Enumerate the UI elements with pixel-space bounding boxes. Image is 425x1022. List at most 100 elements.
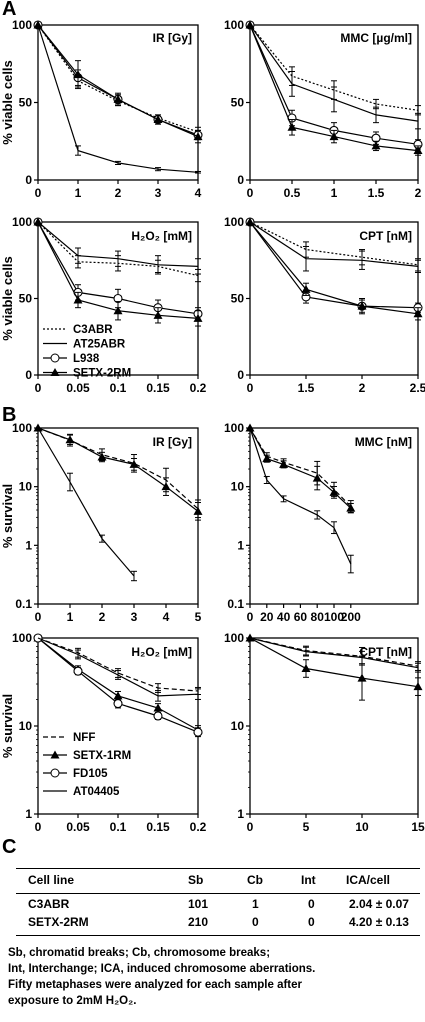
data-point-triangle — [357, 673, 367, 682]
y-tick-label: 50 — [231, 292, 245, 306]
panel-label-c: C — [2, 836, 17, 858]
x-tick-label: 3 — [131, 610, 138, 624]
x-tick-label: 2 — [99, 610, 106, 624]
data-point-circle — [73, 666, 83, 676]
data-point-triangle — [262, 454, 272, 463]
x-tick-label: 0.1 — [110, 381, 127, 395]
y-tick-label: 100 — [224, 215, 244, 229]
data-point-triangle — [113, 94, 123, 103]
x-tick-label: 0.05 — [66, 381, 90, 395]
legend-b-label: NFF — [73, 732, 95, 744]
y-tick-label: 0 — [25, 173, 32, 187]
data-point-triangle — [33, 423, 43, 432]
y-tick-label: 10 — [231, 719, 245, 733]
y-tick-label: 0 — [237, 173, 244, 187]
series-line-setx-2rm — [249, 221, 419, 315]
y-tick-label: 100 — [224, 631, 244, 645]
data-point-triangle — [33, 20, 43, 29]
y-tick-label: 0 — [25, 368, 32, 382]
data-point-circle — [153, 711, 163, 721]
cell: 210 — [188, 915, 209, 929]
x-tick-label: 20 — [260, 610, 274, 624]
chart-title: H₂O₂ [mM] — [131, 645, 192, 659]
cell: SETX-2RM — [28, 915, 89, 929]
table-row: C3ABR 101 1 0 2.04 ± 0.07 — [0, 897, 425, 915]
data-point-triangle — [33, 217, 43, 226]
col-sb: Sb — [188, 873, 204, 887]
plot-frame — [249, 221, 419, 376]
y-tick-label: 50 — [19, 292, 33, 306]
x-tick-label: 2.5 — [410, 381, 425, 395]
col-cell-line: Cell line — [28, 873, 75, 887]
series-line-setx-1rm — [37, 427, 199, 512]
y-tick-label: 1 — [237, 538, 244, 552]
y-tick-label: 100 — [12, 631, 32, 645]
series-line-at04405 — [249, 637, 419, 669]
plot-frame — [249, 637, 419, 815]
chart-title: CPT [nM] — [359, 645, 412, 659]
y-tick-label: 0 — [237, 368, 244, 382]
cell: 0 — [252, 915, 259, 929]
footnote-line: Fifty metaphases were analyzed for each … — [8, 979, 303, 991]
series-line-l938 — [249, 221, 419, 309]
x-tick-label: 100 — [324, 610, 344, 624]
x-tick-label: 0.15 — [146, 381, 170, 395]
data-point-triangle — [153, 115, 163, 124]
x-tick-label: 5 — [303, 820, 310, 834]
x-tick-label: 0 — [35, 820, 42, 834]
y-tick-label: 1 — [237, 807, 244, 821]
legend-a-label: C3ABR — [73, 324, 113, 336]
table-top-rule — [16, 868, 420, 869]
x-tick-label: 40 — [277, 610, 291, 624]
table-header-rule — [16, 893, 420, 894]
y-tick-label: 1 — [25, 807, 32, 821]
legend-a-label: AT25ABR — [73, 339, 126, 351]
y-axis-label: % survival — [0, 484, 15, 548]
data-point-triangle — [329, 487, 339, 496]
x-tick-label: 0 — [247, 381, 254, 395]
table-bottom-rule — [16, 935, 420, 936]
legend-b-marker — [50, 768, 60, 778]
x-tick-label: 1 — [67, 610, 74, 624]
data-point-triangle — [193, 132, 203, 141]
legend-b-label: SETX-1RM — [73, 750, 131, 762]
x-tick-label: 2 — [115, 186, 122, 200]
data-point-triangle — [245, 20, 255, 29]
y-tick-label: 100 — [12, 215, 32, 229]
y-tick-label: 10 — [231, 480, 245, 494]
chart-title: CPT [nM] — [359, 229, 412, 243]
data-point-triangle — [301, 284, 311, 293]
series-line-c3abr — [249, 24, 419, 111]
data-point-triangle — [193, 506, 203, 515]
series-line-fd105 — [37, 427, 135, 577]
data-point-triangle — [329, 132, 339, 141]
data-point-triangle — [129, 459, 139, 468]
y-tick-label: 0.1 — [15, 597, 32, 611]
data-point-triangle — [113, 306, 123, 315]
x-tick-label: 0 — [247, 186, 254, 200]
x-tick-label: 0.05 — [66, 820, 90, 834]
cell: 0 — [308, 897, 315, 911]
x-tick-label: 0 — [247, 820, 254, 834]
cell: 4.20 ± 0.13 — [349, 915, 409, 929]
x-tick-label: 1 — [75, 186, 82, 200]
data-point-triangle — [97, 452, 107, 461]
data-point-triangle — [413, 146, 423, 155]
table-header: Cell line Sb Cb Int ICA/cell — [0, 873, 425, 891]
x-tick-label: 0 — [35, 610, 42, 624]
x-tick-label: 4 — [163, 610, 170, 624]
series-line-setx-1rm — [249, 637, 419, 688]
y-tick-label: 100 — [224, 18, 244, 32]
x-tick-label: 0.2 — [190, 820, 207, 834]
y-tick-label: 100 — [12, 18, 32, 32]
x-tick-label: 2 — [359, 381, 366, 395]
cell: 1 — [252, 897, 259, 911]
x-tick-label: 1.5 — [368, 186, 385, 200]
x-tick-label: 0 — [35, 186, 42, 200]
y-axis-label: % viable cells — [0, 256, 15, 341]
x-tick-label: 0.1 — [110, 820, 127, 834]
x-tick-label: 4 — [195, 186, 202, 200]
series-line-nff — [37, 637, 199, 692]
data-point-triangle — [245, 217, 255, 226]
